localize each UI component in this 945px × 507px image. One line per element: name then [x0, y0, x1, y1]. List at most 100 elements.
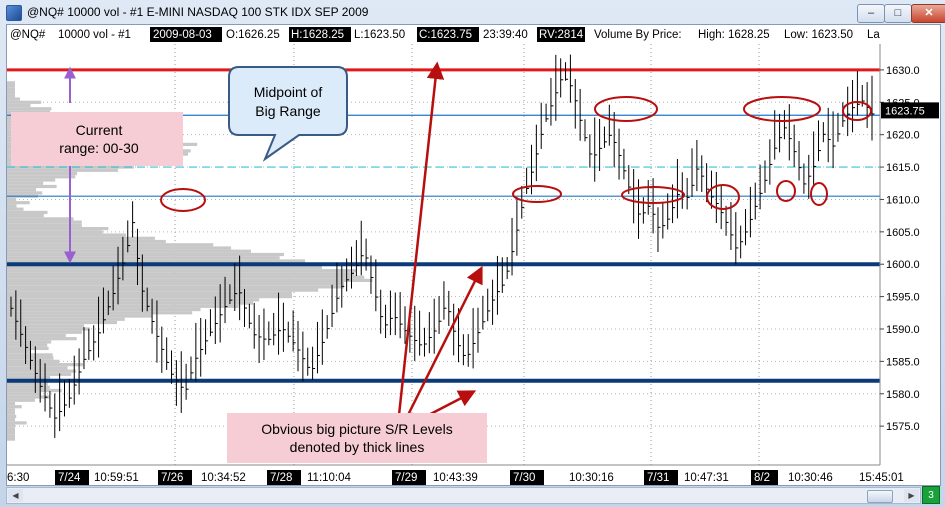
volume-profile-bar	[7, 337, 77, 341]
close-button[interactable]: ✕	[911, 4, 945, 23]
volume-profile-bar	[7, 285, 344, 289]
horizontal-scrollbar[interactable]: ◀ ▶	[6, 487, 921, 504]
volume-profile-bar	[7, 188, 37, 192]
ohlc-bar	[171, 350, 175, 384]
scroll-left-icon[interactable]: ◀	[8, 489, 23, 502]
ohlc-bar	[467, 334, 471, 367]
ohlc-bar	[657, 207, 661, 253]
header-vbp-low: Low: 1623.50	[784, 29, 853, 41]
ohlc-bar	[253, 302, 257, 349]
volume-profile-bar	[7, 220, 82, 224]
chart-app-icon	[6, 5, 22, 21]
ohlc-bar	[214, 296, 218, 345]
volume-profile-bar	[7, 204, 17, 208]
volume-profile-bar	[7, 178, 56, 182]
title-bar[interactable]: @NQ# 10000 vol - #1 E-MINI NASDAQ 100 ST…	[0, 0, 945, 24]
ohlc-bar	[389, 290, 393, 336]
volume-profile-bar	[7, 359, 60, 363]
ohlc-bar	[273, 312, 277, 346]
volume-profile-bar	[7, 278, 373, 283]
ohlc-bar	[54, 393, 58, 438]
header-vbp-high: High: 1628.25	[698, 29, 770, 41]
ohlc-bar	[589, 134, 593, 168]
volume-profile-bar	[7, 424, 15, 428]
header-symbol: @NQ#	[10, 29, 46, 41]
ohlc-bar	[59, 373, 63, 432]
volume-profile-bar	[7, 317, 125, 321]
ohlc-bar	[297, 320, 301, 372]
volume-profile-bar	[7, 175, 76, 179]
price-chart[interactable]: 1575.0 1580.0 1585.0 1590.0 1595.0 1600.0 1605…	[7, 25, 940, 485]
ohlc-bar	[419, 310, 423, 356]
ohlc-bar	[681, 172, 685, 209]
ohlc-bar	[39, 359, 43, 403]
ohlc-bar	[672, 184, 676, 224]
ohlc-bar	[336, 262, 340, 313]
y-tick-label: 1610.0	[886, 194, 920, 206]
highlight-ellipse	[776, 180, 796, 202]
ohlc-bar	[501, 257, 505, 293]
header-interval: 10000 vol - #1	[58, 29, 131, 41]
maximize-button[interactable]: □	[884, 4, 912, 23]
volume-profile-bar	[7, 333, 66, 338]
ohlc-bar	[511, 217, 515, 276]
volume-profile-bar	[7, 181, 44, 185]
ohlc-bar	[161, 326, 165, 373]
ohlc-bar	[370, 255, 374, 294]
ohlc-bar	[662, 202, 666, 239]
last-price-tag	[881, 102, 939, 119]
current-range-line1: Current	[76, 122, 123, 138]
ohlc-bar	[783, 110, 787, 140]
ohlc-bar	[458, 308, 462, 363]
ohlc-bar	[321, 309, 325, 365]
header-rv-bg	[537, 27, 585, 42]
ohlc-bar	[195, 322, 199, 382]
volume-profile-bar	[7, 87, 15, 91]
ohlc-bar	[852, 80, 856, 133]
volume-profile-bar	[7, 327, 90, 331]
header-rv: RV:2814	[539, 29, 584, 41]
ohlc-bar	[190, 356, 194, 380]
ohlc-bar	[813, 131, 817, 186]
ohlc-bar	[34, 346, 38, 393]
ohlc-bar	[243, 288, 247, 327]
ohlc-bar	[385, 304, 389, 339]
volume-profile-bar	[7, 375, 51, 380]
ohlc-bar	[569, 54, 573, 103]
volume-profile-bar	[7, 401, 15, 406]
ohlc-bar	[399, 292, 403, 339]
sr-arrow-top	[397, 61, 445, 416]
volume-profile-bar	[7, 398, 35, 402]
volume-profile-bar	[7, 217, 74, 221]
volume-profile-bar	[7, 275, 365, 279]
scrollbar-thumb[interactable]	[867, 490, 893, 503]
chart-plot-area[interactable]: 1575.0 1580.0 1585.0 1590.0 1595.0 1600.0 1605…	[6, 24, 941, 486]
volume-profile-bar	[7, 369, 77, 373]
scroll-right-icon[interactable]: ▶	[904, 489, 919, 502]
ohlc-bar	[346, 258, 350, 292]
ohlc-bar	[769, 139, 773, 185]
ohlc-bar	[623, 148, 627, 180]
volume-profile-bar	[7, 259, 306, 263]
ohlc-bar	[10, 296, 14, 317]
volume-profile-bar	[7, 207, 24, 211]
volume-profile-bar	[7, 340, 52, 344]
minimize-button[interactable]: –	[857, 4, 885, 23]
ohlc-bar	[394, 292, 398, 336]
volume-profile-bar	[7, 324, 85, 328]
ohlc-bar	[146, 287, 150, 312]
y-tick-label: 1615.0	[886, 162, 920, 174]
ohlc-bar	[438, 296, 442, 334]
ohlc-bar	[151, 298, 155, 334]
volume-profile-bar	[7, 282, 345, 286]
volume-profile-bar	[7, 191, 43, 195]
ohlc-bar	[209, 309, 213, 337]
volume-profile-bar	[7, 414, 17, 419]
ohlc-bar	[25, 326, 29, 364]
ohlc-bar	[112, 265, 116, 311]
x-date-label: 7/31	[647, 472, 669, 484]
ohlc-bar	[603, 126, 607, 148]
ohlc-bar	[307, 347, 311, 376]
volume-profile-bar	[7, 350, 31, 354]
